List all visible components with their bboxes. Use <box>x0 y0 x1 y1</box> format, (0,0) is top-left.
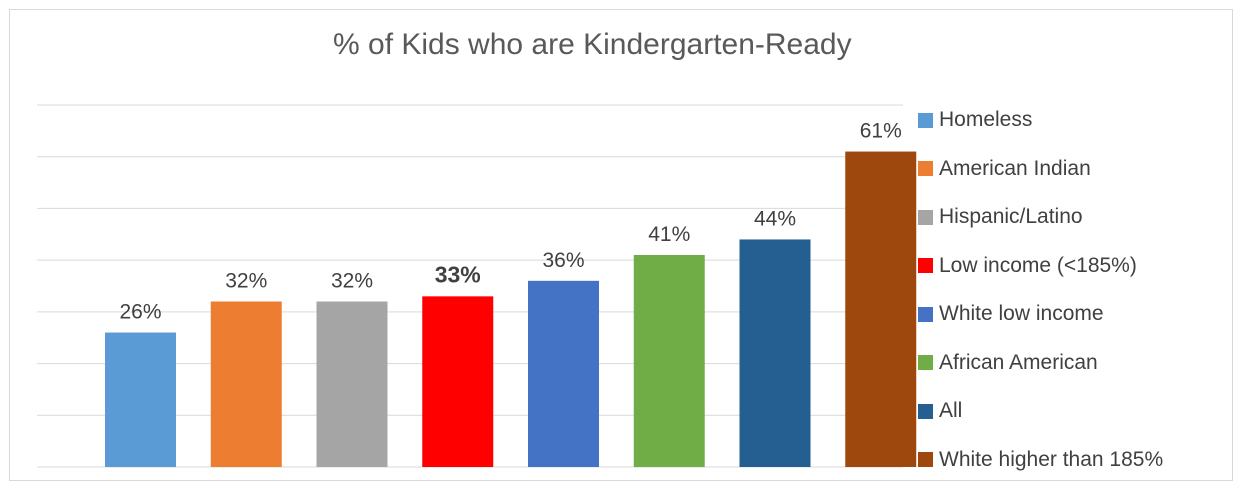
legend-label: African American <box>939 350 1098 374</box>
legend-label: White low income <box>939 302 1104 326</box>
data-label: 26% <box>119 301 161 324</box>
legend-label: Low income (<185%) <box>939 253 1137 277</box>
data-label: 61% <box>860 120 902 143</box>
legend-item: Low income (<185%) <box>918 242 1163 291</box>
legend-item: American Indian <box>918 145 1163 194</box>
legend-swatch <box>918 403 933 419</box>
legend-swatch <box>918 306 933 322</box>
bar-all <box>739 239 811 467</box>
legend-swatch <box>918 209 933 225</box>
bar-white-low-income <box>528 280 599 467</box>
chart-title: % of Kids who are Kindergarten-Ready <box>333 28 852 61</box>
legend-swatch <box>918 452 933 468</box>
data-label: 33% <box>435 261 481 287</box>
legend-item: White low income <box>918 290 1163 339</box>
legend-item: African American <box>918 339 1163 388</box>
legend-label: American Indian <box>939 156 1091 180</box>
legend-label: Homeless <box>939 108 1033 132</box>
legend-label: White higher than 185% <box>939 447 1164 471</box>
data-label: 32% <box>225 270 267 293</box>
data-label: 36% <box>542 249 584 272</box>
bar-american-indian <box>210 301 282 467</box>
legend-item: All <box>918 387 1163 436</box>
data-label: 44% <box>754 207 796 230</box>
legend-swatch <box>918 161 933 177</box>
data-label: 32% <box>331 270 373 293</box>
legend-item: Hispanic/Latino <box>918 193 1163 242</box>
chart-legend: Homeless American Indian Hispanic/Latino Lo… <box>918 96 1163 484</box>
legend-label: All <box>939 399 963 423</box>
legend-item: Homeless <box>918 96 1163 145</box>
legend-swatch <box>918 355 933 371</box>
bar-low-income-185 <box>422 296 494 467</box>
bar-hispanic-latino <box>316 301 388 467</box>
legend-swatch <box>918 112 933 128</box>
legend-item: White higher than 185% <box>918 436 1163 485</box>
bar-african-american <box>633 254 705 467</box>
data-label: 41% <box>648 223 690 246</box>
legend-label: Hispanic/Latino <box>939 205 1083 229</box>
bar-white-higher-than-185 <box>845 151 917 468</box>
bar-homeless <box>105 332 176 467</box>
legend-swatch <box>918 258 933 274</box>
